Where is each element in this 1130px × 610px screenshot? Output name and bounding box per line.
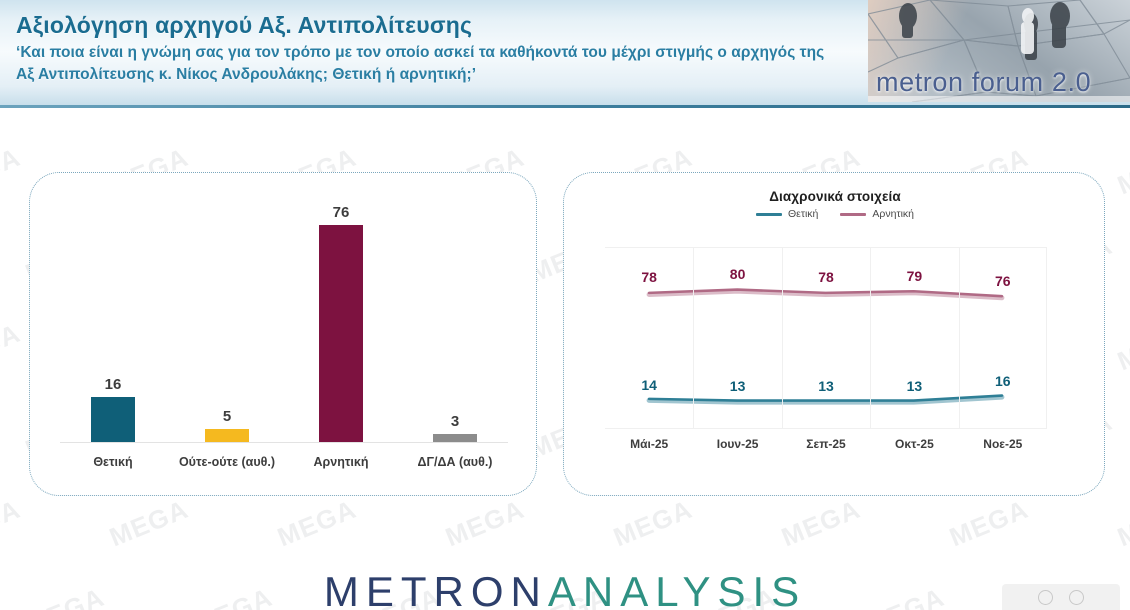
brand-metron: METRON xyxy=(323,568,548,610)
data-point-label: 79 xyxy=(906,267,923,284)
bar-rect[interactable] xyxy=(91,397,135,443)
mega-watermark: MEGA xyxy=(0,493,25,553)
circle-control-icon-2[interactable] xyxy=(1069,589,1084,605)
bar-column[interactable]: 5 xyxy=(170,191,284,443)
series-line[interactable] xyxy=(647,288,1004,298)
header-text-block: Αξιολόγηση αρχηγού Αξ. Αντιπολίτευσης ‘Κ… xyxy=(16,12,846,86)
mega-watermark: MEGA xyxy=(1113,317,1130,377)
bar-value-label: 5 xyxy=(222,407,232,425)
bar-value-label: 76 xyxy=(332,204,350,222)
bar-column[interactable]: 3 xyxy=(398,191,512,443)
series-line-shadow xyxy=(646,394,1005,405)
line-series-graphic xyxy=(646,288,1005,405)
bar-column[interactable]: 76 xyxy=(284,191,398,443)
legend-item-positive[interactable]: Θετική xyxy=(755,208,819,220)
line-plot-area: 14 13 13 13 16 78 80 78 79 76 xyxy=(605,247,1047,429)
legend-item-negative[interactable]: Αρνητική xyxy=(840,208,914,220)
mega-watermark: MEGA xyxy=(0,141,25,201)
mega-watermark: MEGA xyxy=(105,493,193,553)
data-point-label: 14 xyxy=(641,376,657,393)
page-title: Αξιολόγηση αρχηγού Αξ. Αντιπολίτευσης xyxy=(16,12,473,38)
bar-category-label: Ούτε-ούτε (αυθ.) xyxy=(178,455,276,469)
data-point-label: 78 xyxy=(641,269,657,286)
metron-forum-wordmark: metron forum 2.0 xyxy=(876,67,1092,97)
bar-category-label: ΔΓ/ΔΑ (αυθ.) xyxy=(417,455,493,469)
bar-value-label: 3 xyxy=(450,413,460,431)
bar-rect[interactable] xyxy=(433,434,477,443)
mega-watermark: MEGA xyxy=(273,493,361,553)
metron-analysis-logo: METRONANALYSIS xyxy=(0,568,1130,610)
legend-label: Αρνητική xyxy=(872,208,915,220)
brand-analysis: ANALYSIS xyxy=(547,568,807,610)
bar-plot-area: 16 5 76 3 xyxy=(56,191,512,443)
mega-watermark: MEGA xyxy=(0,317,25,377)
series-line[interactable] xyxy=(647,394,1004,402)
series-line-shadow xyxy=(646,288,1005,301)
data-point-label: 13 xyxy=(729,378,746,395)
bar-columns: 16 5 76 3 xyxy=(56,191,512,443)
bar-rect[interactable] xyxy=(205,428,249,443)
mega-watermark: MEGA xyxy=(945,493,1033,553)
line-chart-panel: Διαχρονικά στοιχεία Θετική Αρνητική 14 13 1… xyxy=(563,172,1105,496)
grid-line xyxy=(958,248,960,428)
slide-header: Αξιολόγηση αρχηγού Αξ. Αντιπολίτευσης ‘Κ… xyxy=(0,0,1130,108)
x-axis-tick-label: Νοε-25 xyxy=(983,437,1023,451)
data-point-label: 13 xyxy=(818,378,834,395)
mega-watermark: MEGA xyxy=(1113,493,1130,553)
bar-category-label: Θετική xyxy=(93,455,133,469)
legend-swatch xyxy=(840,212,867,216)
line-chart-title: Διαχρονικά στοιχεία xyxy=(769,189,901,204)
bar-rect[interactable] xyxy=(319,225,363,443)
mega-watermark: MEGA xyxy=(441,493,529,553)
grid-line xyxy=(693,248,695,428)
mega-watermark: MEGA xyxy=(609,493,697,553)
data-point-label: 76 xyxy=(995,272,1011,289)
line-chart: Διαχρονικά στοιχεία Θετική Αρνητική 14 13 1… xyxy=(586,185,1084,481)
geometric-structure-icon xyxy=(868,0,1130,102)
line-chart-legend: Θετική Αρνητική xyxy=(586,208,1084,220)
bar-value-label: 16 xyxy=(104,376,122,394)
page-subtitle: ‘Και ποια είναι η γνώμη σας για τον τρόπ… xyxy=(16,44,825,84)
line-x-axis-labels: Μάι-25 Ιουν-25 Σεπ-25 Οκτ-25 Νοε-25 xyxy=(605,437,1047,451)
legend-swatch xyxy=(755,212,782,216)
mega-watermark: MEGA xyxy=(777,493,865,553)
logo-photo-backdrop xyxy=(868,0,1130,102)
bar-chart-panel: 16 5 76 3 Θετική Ούτε-ούτε (αυθ.) Αρνητική ΔΓ/… xyxy=(29,172,537,496)
corner-controls[interactable] xyxy=(1002,584,1120,610)
circle-control-icon-1[interactable] xyxy=(1038,589,1053,605)
x-axis-tick-label: Μάι-25 xyxy=(630,437,669,451)
data-point-label: 80 xyxy=(729,266,746,283)
mega-watermark: MEGA xyxy=(1113,141,1130,201)
bar-category-label: Αρνητική xyxy=(313,455,369,469)
data-point-label: 16 xyxy=(995,373,1011,390)
metron-forum-logo: metron forum 2.0 xyxy=(868,0,1130,102)
data-point-label: 78 xyxy=(818,269,834,286)
data-point-label: 13 xyxy=(906,378,923,395)
x-axis-tick-label: Σεπ-25 xyxy=(806,437,846,451)
bar-category-labels: Θετική Ούτε-ούτε (αυθ.) Αρνητική ΔΓ/ΔΑ (αυθ… xyxy=(56,443,512,469)
bar-baseline-axis xyxy=(60,442,508,443)
x-axis-tick-label: Οκτ-25 xyxy=(895,437,934,451)
bar-column[interactable]: 16 xyxy=(56,191,170,443)
x-axis-tick-label: Ιουν-25 xyxy=(716,437,759,451)
grid-line xyxy=(870,248,872,428)
grid-line xyxy=(781,248,783,428)
legend-label: Θετική xyxy=(787,208,819,220)
bar-chart: 16 5 76 3 Θετική Ούτε-ούτε (αυθ.) Αρνητική ΔΓ/… xyxy=(56,191,512,479)
